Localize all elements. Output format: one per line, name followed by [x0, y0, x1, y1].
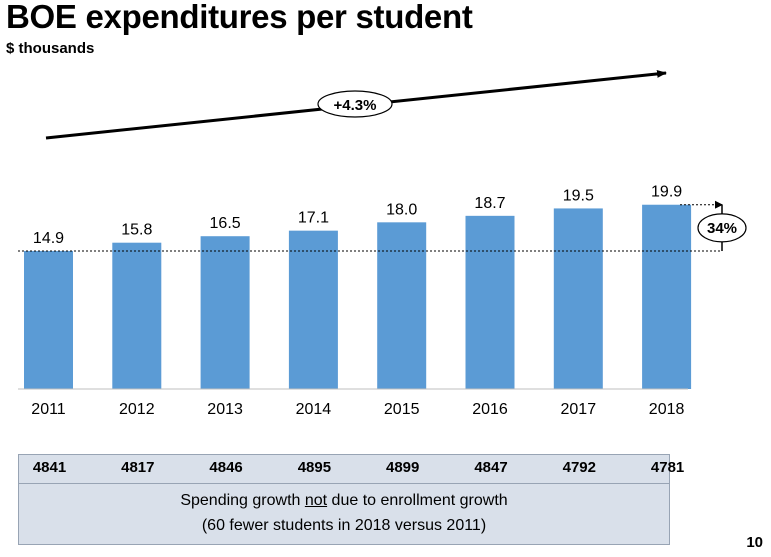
value-label-2015: 18.0 — [386, 201, 417, 218]
bar-2015 — [377, 222, 427, 389]
enrollment-box: 4841 4817 4846 4895 4899 4847 4792 4781 Spendin… — [18, 454, 684, 545]
page-number: 10 — [746, 534, 763, 551]
value-labels-layer: 14.9 15.8 16.5 17.1 18.0 18.7 19.5 19.9 — [33, 184, 682, 247]
chart-title: BOE expenditures per student — [6, 0, 473, 35]
enrollment-value-2015: 4899 — [386, 459, 420, 476]
enrollment-value-2014: 4895 — [297, 459, 332, 476]
value-label-2011: 14.9 — [33, 230, 64, 247]
x-tick-label-2014: 2014 — [296, 401, 332, 418]
chart-subtitle: $ thousands — [6, 40, 95, 57]
cagr-label: +4.3% — [334, 97, 377, 114]
enrollment-value-2012: 4817 — [121, 459, 155, 476]
bar-2018 — [642, 204, 692, 389]
value-label-2016: 18.7 — [474, 195, 505, 212]
value-label-2014: 17.1 — [298, 210, 329, 227]
x-tick-label-2012: 2012 — [119, 401, 155, 418]
bar-chart: 14.9 15.8 16.5 17.1 18.0 18.7 19.5 19.9 2011 201… — [18, 69, 747, 418]
bars-layer — [24, 204, 692, 389]
x-tick-label-2013: 2013 — [207, 401, 243, 418]
value-label-2012: 15.8 — [121, 222, 152, 239]
enrollment-value-2018: 4781 — [650, 459, 685, 476]
bar-2016 — [465, 215, 515, 389]
x-tick-label-2015: 2015 — [384, 401, 420, 418]
bar-2017 — [553, 208, 603, 389]
bar-2012 — [112, 242, 162, 389]
bar-2014 — [288, 230, 338, 389]
value-label-2018: 19.9 — [651, 184, 682, 201]
enrollment-value-2016: 4847 — [474, 459, 508, 476]
note-line-2: (60 fewer students in 2018 versus 2011) — [201, 517, 487, 534]
growth-label: 34% — [707, 220, 737, 237]
enrollment-value-2017: 4792 — [562, 459, 596, 476]
note-text-after: due to enrollment growth — [327, 492, 508, 509]
x-tick-label-2011: 2011 — [31, 401, 66, 418]
x-tick-label-2018: 2018 — [649, 401, 685, 418]
note-text-emphasis: not — [304, 492, 328, 509]
bar-2013 — [200, 236, 250, 389]
bar-2011 — [24, 251, 73, 389]
cagr-ellipse — [317, 90, 393, 118]
enrollment-value-2011: 4841 — [32, 459, 67, 476]
note-line-1: Spending growth not due to enrollment gr… — [19, 492, 669, 510]
x-tick-labels-layer: 2011 2012 2013 2014 2015 2016 2017 2018 — [31, 401, 684, 418]
enrollment-value-2013: 4846 — [209, 459, 243, 476]
growth-ellipse — [697, 213, 747, 243]
x-tick-label-2016: 2016 — [472, 401, 508, 418]
enrollment-row: 4841 4817 4846 4895 4899 4847 4792 4781 — [19, 455, 684, 484]
x-tick-label-2017: 2017 — [561, 401, 597, 418]
note-text-before: Spending growth — [180, 492, 305, 509]
value-label-2017: 19.5 — [563, 187, 594, 204]
value-label-2013: 16.5 — [210, 215, 241, 232]
